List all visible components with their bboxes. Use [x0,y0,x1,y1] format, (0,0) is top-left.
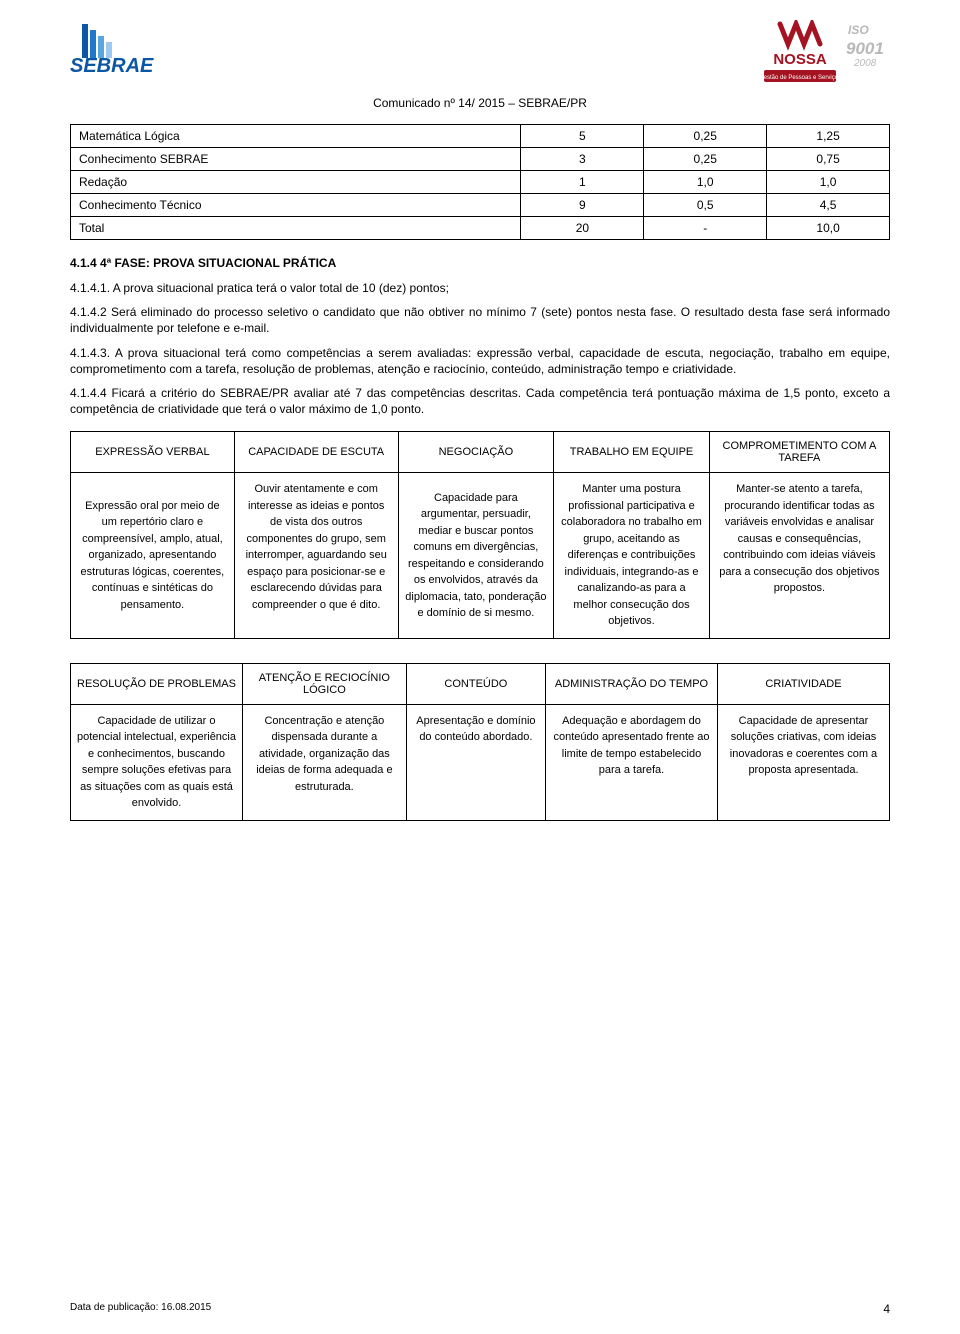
comp-header: ADMINISTRAÇÃO DO TEMPO [546,663,718,704]
score-cell: 1,25 [767,125,890,148]
score-cell: 0,25 [644,125,767,148]
score-cell: - [644,217,767,240]
score-cell: 1 [521,171,644,194]
paragraph: 4.1.4.4 Ficará a critério do SEBRAE/PR a… [70,385,890,417]
comp-header: NEGOCIAÇÃO [398,432,554,473]
svg-text:2008: 2008 [853,58,877,69]
comp-cell: Apresentação e domínio do conteúdo abord… [406,704,545,820]
score-cell: 3 [521,148,644,171]
comp-cell: Ouvir atentamente e com interesse as ide… [234,473,398,639]
section-heading: 4.1.4 4ª FASE: PROVA SITUACIONAL PRÁTICA [70,256,890,270]
score-cell: 0,25 [644,148,767,171]
page-footer: Data de publicação: 16.08.2015 4 [70,1302,890,1316]
table-header-row: RESOLUÇÃO DE PROBLEMAS ATENÇÃO E RECIOCÍ… [71,663,890,704]
iso-logo: ISO 9001 2008 [846,20,890,72]
score-cell: 5 [521,125,644,148]
competencies-table-1: EXPRESSÃO VERBAL CAPACIDADE DE ESCUTA NE… [70,431,890,639]
score-cell: 20 [521,217,644,240]
paragraph: 4.1.4.3. A prova situacional terá como c… [70,345,890,377]
comp-cell: Capacidade de apresentar soluções criati… [717,704,889,820]
comp-header: RESOLUÇÃO DE PROBLEMAS [71,663,243,704]
right-logos: NOSSA Gestão de Pessoas e Serviços ISO 9… [760,20,890,86]
table-row: Redação 1 1,0 1,0 [71,171,890,194]
sebrae-logo: SEBRAE [70,20,200,76]
table-row: Capacidade de utilizar o potencial intel… [71,704,890,820]
table-header-row: EXPRESSÃO VERBAL CAPACIDADE DE ESCUTA NE… [71,432,890,473]
score-cell: 1,0 [644,171,767,194]
score-cell: 0,75 [767,148,890,171]
comp-header: EXPRESSÃO VERBAL [71,432,235,473]
score-label: Total [71,217,521,240]
svg-text:Gestão de Pessoas e Serviços: Gestão de Pessoas e Serviços [760,75,840,81]
comp-cell: Manter-se atento a tarefa, procurando id… [709,473,889,639]
comp-cell: Capacidade de utilizar o potencial intel… [71,704,243,820]
score-cell: 0,5 [644,194,767,217]
page-header: SEBRAE NOSSA Gestão de Pessoas e Serviço… [70,20,890,90]
comp-cell: Capacidade para argumentar, persuadir, m… [398,473,554,639]
comp-cell: Manter uma postura profissional particip… [554,473,710,639]
page-number: 4 [883,1302,890,1316]
score-label: Matemática Lógica [71,125,521,148]
table-row: Conhecimento Técnico 9 0,5 4,5 [71,194,890,217]
score-label: Redação [71,171,521,194]
comp-header: TRABALHO EM EQUIPE [554,432,710,473]
paragraph: 4.1.4.1. A prova situacional pratica ter… [70,280,890,296]
score-table: Matemática Lógica 5 0,25 1,25 Conhecimen… [70,124,890,240]
table-row: Conhecimento SEBRAE 3 0,25 0,75 [71,148,890,171]
paragraph: 4.1.4.2 Será eliminado do processo selet… [70,304,890,336]
document-page: SEBRAE NOSSA Gestão de Pessoas e Serviço… [0,0,960,1334]
svg-text:9001: 9001 [846,39,884,58]
comp-cell: Adequação e abordagem do conteúdo aprese… [546,704,718,820]
table-row-total: Total 20 - 10,0 [71,217,890,240]
competencies-table-2: RESOLUÇÃO DE PROBLEMAS ATENÇÃO E RECIOCÍ… [70,663,890,821]
nossa-logo: NOSSA Gestão de Pessoas e Serviços [760,20,840,86]
score-label: Conhecimento Técnico [71,194,521,217]
comp-header: CONTEÚDO [406,663,545,704]
score-cell: 9 [521,194,644,217]
score-cell: 10,0 [767,217,890,240]
comp-header: ATENÇÃO E RECIOCÍNIO LÓGICO [242,663,406,704]
sebrae-logo-text: SEBRAE [70,55,154,76]
comp-header: CAPACIDADE DE ESCUTA [234,432,398,473]
comp-cell: Expressão oral por meio de um repertório… [71,473,235,639]
publication-date: Data de publicação: 16.08.2015 [70,1302,211,1316]
svg-text:ISO: ISO [848,23,869,37]
svg-text:NOSSA: NOSSA [773,51,827,68]
score-label: Conhecimento SEBRAE [71,148,521,171]
comp-header: CRIATIVIDADE [717,663,889,704]
table-row: Expressão oral por meio de um repertório… [71,473,890,639]
score-cell: 1,0 [767,171,890,194]
comp-cell: Concentração e atenção dispensada durant… [242,704,406,820]
document-title: Comunicado nº 14/ 2015 – SEBRAE/PR [70,96,890,110]
score-cell: 4,5 [767,194,890,217]
comp-header: COMPROMETIMENTO COM A TAREFA [709,432,889,473]
table-row: Matemática Lógica 5 0,25 1,25 [71,125,890,148]
